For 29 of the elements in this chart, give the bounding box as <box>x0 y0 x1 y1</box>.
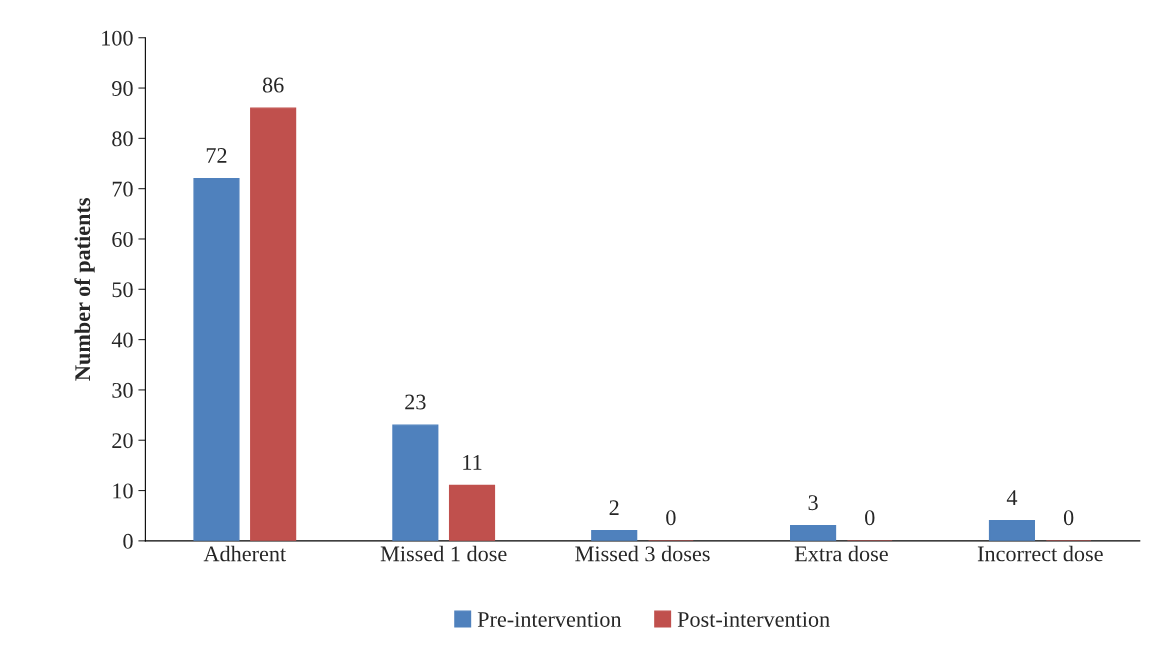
y-tick-label: 70 <box>112 181 133 197</box>
data-label: 0 <box>865 510 875 526</box>
data-label: 86 <box>262 77 284 93</box>
y-axis-title: Number of patients <box>74 198 95 381</box>
data-label: 11 <box>463 455 482 470</box>
x-tick-label: Incorrect dose <box>977 545 1103 562</box>
data-label: 0 <box>1063 510 1074 526</box>
y-tick-label: 0 <box>123 533 133 549</box>
y-tick-label: 80 <box>112 131 133 147</box>
y-tick-label: 60 <box>112 231 133 247</box>
data-label: 72 <box>206 148 227 163</box>
y-tick-label: 100 <box>102 30 133 46</box>
y-tick-label: 10 <box>113 483 133 499</box>
data-label: 23 <box>405 394 426 410</box>
y-tick-label: 20 <box>112 433 133 449</box>
x-tick-label: Extra dose <box>794 545 888 562</box>
y-tick-label: 90 <box>112 80 133 96</box>
x-tick-label: Adherent <box>203 545 287 562</box>
data-label: 4 <box>1006 490 1018 505</box>
data-label: 0 <box>666 510 676 526</box>
data-label: 2 <box>609 500 619 515</box>
x-tick-label: Missed 1 dose <box>380 545 507 562</box>
legend-label: Pre-intervention <box>477 612 622 627</box>
data-label: 3 <box>808 495 818 511</box>
x-tick-label: Missed 3 doses <box>575 545 710 562</box>
y-tick-label: 50 <box>112 282 133 298</box>
y-tick-label: 40 <box>111 332 133 348</box>
y-tick-label: 30 <box>112 382 133 398</box>
legend-label: Post-intervention <box>677 612 830 627</box>
